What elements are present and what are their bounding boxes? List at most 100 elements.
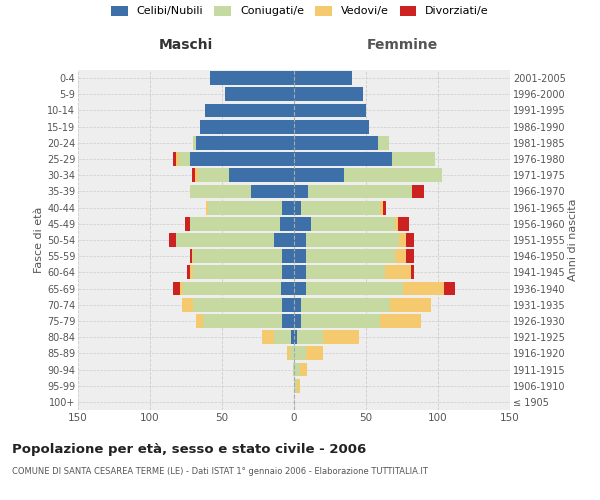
Bar [203, 314, 283, 328]
Bar [190, 184, 251, 198]
Bar [196, 136, 294, 149]
Bar [187, 266, 190, 280]
Bar [291, 330, 294, 344]
Bar [380, 200, 383, 214]
Bar [305, 346, 323, 360]
Bar [190, 250, 192, 263]
Text: COMUNE DI SANTA CESAREA TERME (LE) - Dati ISTAT 1° gennaio 2006 - Elaborazione T: COMUNE DI SANTA CESAREA TERME (LE) - Dat… [12, 468, 428, 476]
Bar [211, 71, 294, 85]
Bar [311, 217, 395, 230]
Bar [294, 184, 308, 198]
Bar [395, 217, 398, 230]
Text: Femmine: Femmine [367, 38, 437, 52]
Bar [294, 282, 305, 296]
Bar [294, 120, 369, 134]
Bar [391, 298, 431, 312]
Bar [297, 379, 300, 392]
Bar [206, 200, 208, 214]
Bar [403, 282, 444, 296]
Bar [377, 136, 389, 149]
Bar [190, 217, 280, 230]
Bar [200, 120, 294, 134]
Bar [173, 152, 176, 166]
Bar [190, 152, 294, 166]
Bar [283, 298, 294, 312]
Bar [176, 233, 274, 247]
Bar [225, 88, 294, 101]
Bar [287, 346, 290, 360]
Bar [251, 184, 294, 198]
Bar [196, 314, 203, 328]
Bar [305, 282, 403, 296]
Bar [262, 330, 274, 344]
Bar [192, 168, 194, 182]
Bar [193, 266, 283, 280]
Bar [283, 200, 294, 214]
Bar [294, 314, 301, 328]
Bar [274, 233, 294, 247]
Bar [301, 314, 380, 328]
Bar [297, 330, 323, 344]
Bar [305, 233, 399, 247]
Bar [294, 88, 363, 101]
Bar [190, 266, 193, 280]
Bar [412, 184, 424, 198]
Bar [290, 346, 294, 360]
Bar [183, 282, 281, 296]
Bar [294, 379, 297, 392]
Bar [169, 233, 176, 247]
Legend: Celibi/Nubili, Coniugati/e, Vedovi/e, Divorziati/e: Celibi/Nubili, Coniugati/e, Vedovi/e, Di… [111, 6, 489, 16]
Bar [229, 168, 294, 182]
Bar [173, 282, 180, 296]
Bar [281, 282, 294, 296]
Bar [294, 266, 305, 280]
Bar [193, 136, 196, 149]
Bar [185, 217, 190, 230]
Bar [410, 266, 413, 280]
Bar [323, 330, 359, 344]
Bar [176, 152, 179, 166]
Bar [193, 250, 283, 263]
Bar [182, 298, 193, 312]
Bar [294, 346, 305, 360]
Bar [294, 71, 352, 85]
Bar [197, 168, 229, 182]
Bar [205, 104, 294, 118]
Bar [406, 233, 413, 247]
Bar [294, 233, 305, 247]
Bar [294, 200, 301, 214]
Bar [194, 168, 197, 182]
Bar [305, 266, 385, 280]
Bar [283, 314, 294, 328]
Bar [301, 200, 380, 214]
Bar [301, 298, 391, 312]
Bar [305, 250, 395, 263]
Bar [399, 233, 406, 247]
Bar [208, 200, 283, 214]
Bar [274, 330, 291, 344]
Bar [179, 152, 190, 166]
Text: Maschi: Maschi [159, 38, 213, 52]
Bar [385, 266, 410, 280]
Bar [283, 266, 294, 280]
Bar [308, 184, 412, 198]
Bar [294, 330, 297, 344]
Bar [180, 282, 183, 296]
Bar [294, 362, 300, 376]
Text: Popolazione per età, sesso e stato civile - 2006: Popolazione per età, sesso e stato civil… [12, 442, 366, 456]
Bar [383, 200, 386, 214]
Bar [392, 152, 435, 166]
Bar [344, 168, 442, 182]
Bar [192, 250, 193, 263]
Y-axis label: Fasce di età: Fasce di età [34, 207, 44, 273]
Y-axis label: Anni di nascita: Anni di nascita [568, 198, 578, 281]
Bar [395, 250, 406, 263]
Bar [406, 250, 413, 263]
Bar [380, 314, 421, 328]
Bar [294, 168, 344, 182]
Bar [283, 250, 294, 263]
Bar [300, 362, 307, 376]
Bar [294, 250, 305, 263]
Bar [398, 217, 409, 230]
Bar [293, 362, 294, 376]
